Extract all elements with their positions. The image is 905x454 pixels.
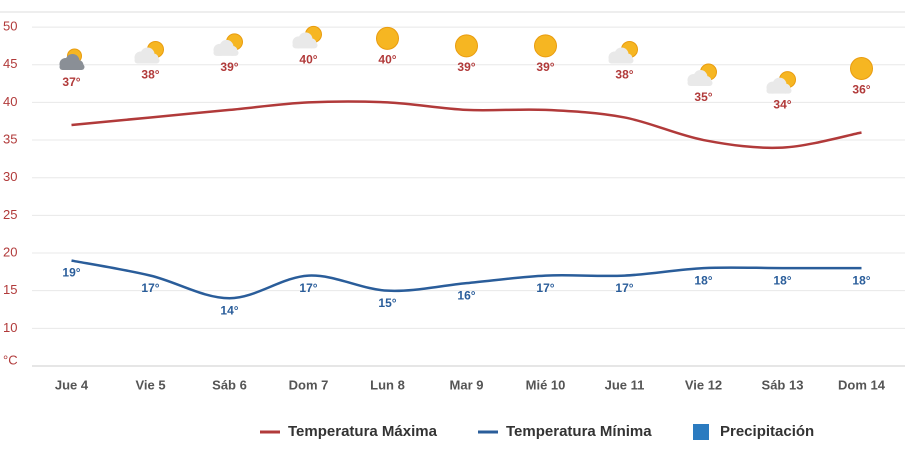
weather-icon — [292, 25, 322, 49]
data-label: 34° — [773, 98, 791, 112]
x-tick-label: Vie 5 — [135, 377, 165, 392]
data-label: 16° — [457, 288, 475, 302]
data-label: 40° — [378, 53, 396, 67]
sun — [850, 57, 873, 81]
y-tick-label: 40 — [3, 94, 17, 109]
y-tick-label: 10 — [3, 320, 17, 335]
data-label: 35° — [694, 90, 712, 104]
weather-icon — [766, 71, 796, 94]
weather-icon — [608, 40, 638, 64]
legend-label: Temperatura Mínima — [506, 423, 652, 440]
x-tick-label: Mié 10 — [526, 377, 566, 392]
data-label: 38° — [615, 68, 633, 82]
weather-icon — [376, 26, 399, 50]
weather-icon — [850, 57, 873, 81]
y-tick-label: 35 — [3, 131, 17, 146]
data-label: 19° — [62, 266, 80, 280]
data-label: 17° — [299, 281, 317, 295]
x-tick-label: Lun 8 — [370, 377, 405, 392]
y-tick-label: 25 — [3, 207, 17, 222]
weather-icon — [455, 34, 478, 58]
series-line — [71, 100, 862, 150]
data-label: 38° — [141, 68, 159, 82]
data-label: 39° — [457, 60, 475, 74]
data-label: 18° — [852, 273, 870, 287]
y-tick-label: 30 — [3, 169, 17, 184]
y-tick-label: 45 — [3, 56, 17, 71]
data-label: 15° — [378, 296, 396, 310]
data-label: 18° — [694, 273, 712, 287]
x-tick-label: Dom 7 — [289, 377, 329, 392]
y-tick-label: 20 — [3, 244, 17, 259]
series-line — [71, 259, 862, 300]
weather-icon — [59, 48, 85, 70]
weather-icon — [687, 63, 717, 87]
legend-label: Temperatura Máxima — [288, 423, 438, 440]
data-label: 17° — [615, 281, 633, 295]
x-tick-label: Sáb 6 — [212, 377, 247, 392]
data-label: 36° — [852, 83, 870, 97]
x-tick-label: Dom 14 — [838, 377, 886, 392]
sun — [455, 34, 478, 58]
cloud — [213, 49, 239, 56]
x-tick-label: Jue 11 — [605, 377, 645, 392]
legend-swatch — [693, 424, 709, 440]
x-tick-label: Vie 12 — [685, 377, 722, 392]
sun — [376, 26, 399, 50]
weather-icon — [534, 34, 557, 58]
weather-icon — [213, 33, 243, 56]
data-label: 39° — [220, 60, 238, 74]
cloud — [766, 87, 792, 94]
data-label: 14° — [220, 303, 238, 317]
weather-icon — [134, 40, 164, 64]
data-label: 17° — [141, 281, 159, 295]
data-label: 39° — [536, 60, 554, 74]
cloud — [608, 57, 634, 64]
x-tick-label: Mar 9 — [450, 377, 484, 392]
data-label: 17° — [536, 281, 554, 295]
cloud — [59, 63, 85, 70]
data-label: 18° — [773, 273, 791, 287]
cloud — [292, 42, 318, 49]
sun — [534, 34, 557, 58]
data-label: 37° — [62, 75, 80, 89]
y-tick-label: °C — [3, 352, 18, 367]
y-tick-label: 15 — [3, 282, 17, 297]
x-tick-label: Sáb 13 — [762, 377, 804, 392]
data-label: 40° — [299, 53, 317, 67]
cloud — [134, 57, 160, 64]
cloud — [687, 80, 713, 87]
y-tick-label: 50 — [3, 19, 17, 34]
x-tick-label: Jue 4 — [55, 377, 89, 392]
legend-label: Precipitación — [720, 423, 814, 440]
